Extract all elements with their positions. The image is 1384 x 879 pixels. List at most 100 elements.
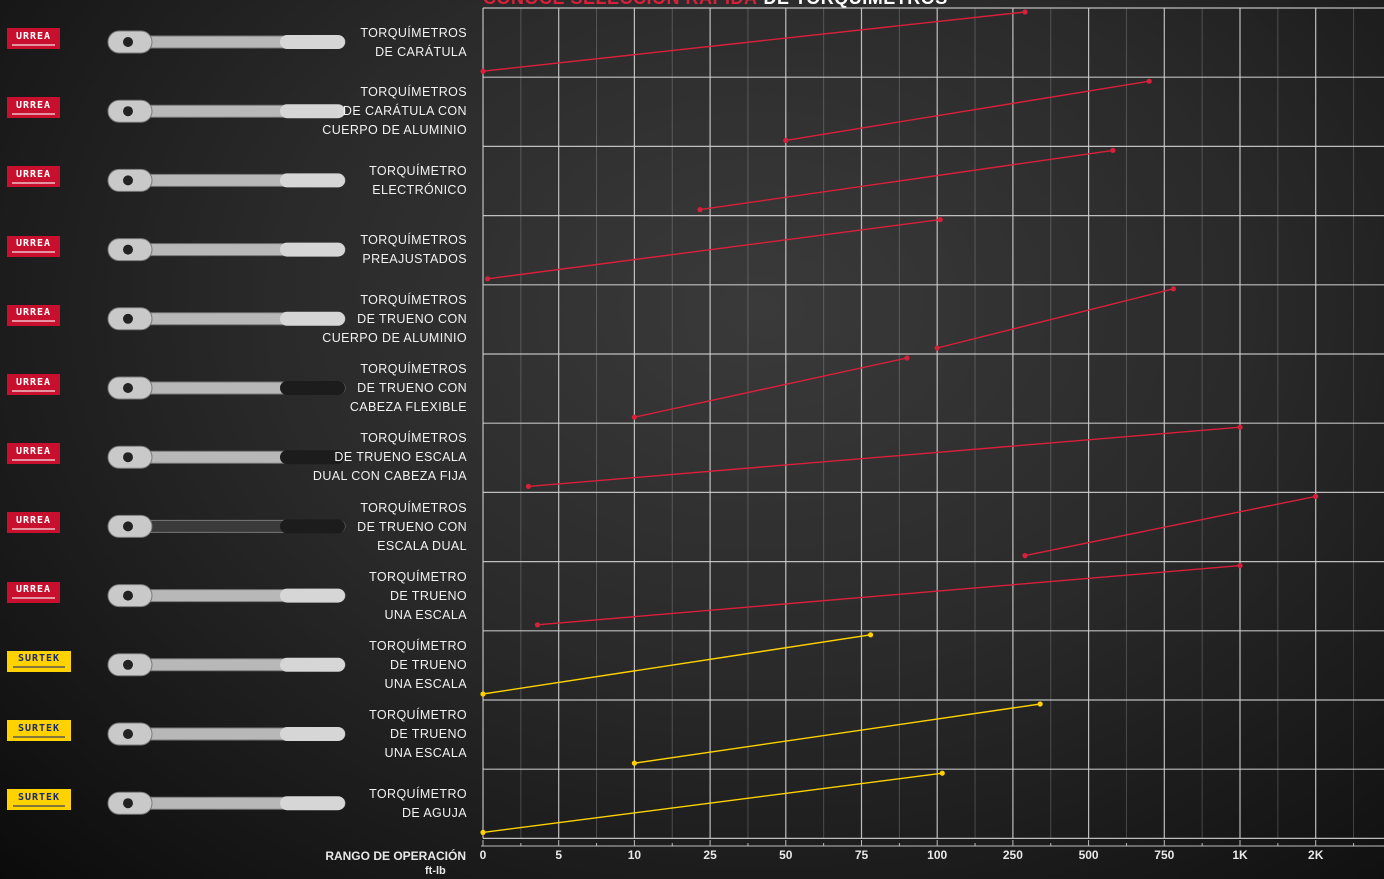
row-label-line: UNA ESCALA <box>384 607 467 622</box>
range-end-point <box>1237 424 1243 430</box>
row-label-line: PREAJUSTADOS <box>362 252 467 267</box>
row-label-line: DE TRUENO CON <box>357 519 467 534</box>
row-label-line: DE AGUJA <box>401 805 467 820</box>
range-end-point <box>1022 9 1028 15</box>
brand-tagline-bar <box>12 458 55 461</box>
torque-wrench-image <box>107 445 346 469</box>
range-end-point <box>1146 78 1152 84</box>
torque-wrench-image <box>107 584 346 608</box>
wrench-grip <box>280 104 345 119</box>
wrench-drive <box>123 521 133 532</box>
x-tick-label: 250 <box>1002 848 1023 862</box>
row-label: TORQUÍMETRO ELECTRÓNICO <box>369 162 467 200</box>
torque-wrench-image <box>107 307 346 331</box>
row-label-line: TORQUÍMETRO <box>369 569 467 584</box>
wrench-grip <box>280 311 345 326</box>
wrench-grip <box>280 242 345 257</box>
brand-tagline-bar <box>12 320 55 323</box>
row-label-line: TORQUÍMETROS <box>360 25 467 40</box>
brand-tagline-bar <box>13 735 65 738</box>
range-end-point <box>1313 493 1319 499</box>
range-end-point <box>1110 147 1116 153</box>
range-line <box>487 218 941 280</box>
brand-tagline-bar <box>13 804 65 807</box>
row-label: TORQUÍMETROS DE TRUENO ESCALA DUAL CON CAB… <box>313 429 467 486</box>
brand-logo-surtek: SURTEK <box>7 789 71 811</box>
brand-tagline-bar <box>12 527 55 530</box>
wrench-drive <box>123 452 133 463</box>
brand-name: URREA <box>15 514 52 526</box>
wrench-grip <box>280 657 345 672</box>
axis-label: RANGO DE OPERACIÓN <box>325 849 466 863</box>
range-end-point <box>937 217 943 223</box>
torque-wrench-image <box>107 168 346 192</box>
row-label-line: TORQUÍMETROS <box>360 362 467 377</box>
range-line <box>785 80 1150 142</box>
row-label-line: ESCALA DUAL <box>377 538 467 553</box>
wrench-drive <box>123 175 133 186</box>
row-label-line: DE TRUENO CON <box>357 311 467 326</box>
torque-wrench-image <box>107 99 346 123</box>
brand-logo-surtek: SURTEK <box>7 720 71 741</box>
row-label: TORQUÍMETRO DE TRUENO UNA ESCALA <box>369 637 467 694</box>
range-line <box>482 11 1026 72</box>
range-start-point <box>480 829 486 836</box>
brand-tagline-bar <box>12 251 55 254</box>
row-label: TORQUÍMETROS DE CARÁTULA <box>360 24 467 62</box>
brand-logo-urrea: URREA <box>7 28 60 49</box>
title-part-red: CONOCE SELECCIÓN RÁPIDA <box>483 0 758 8</box>
row-label-line: DE TRUENO <box>390 588 467 603</box>
range-line <box>634 703 1041 764</box>
range-end-point <box>904 355 910 361</box>
wrench-drive <box>123 798 133 809</box>
brand-logo-urrea: URREA <box>7 512 60 534</box>
row-label: TORQUÍMETROS DE CARÁTULA CON CUERPO DE ALU… <box>322 83 467 140</box>
x-tick-label: 50 <box>779 848 793 862</box>
brand-logo-surtek: SURTEK <box>7 650 71 672</box>
row-label-line: TORQUÍMETRO <box>369 786 467 801</box>
brand-logo-urrea: URREA <box>7 97 60 119</box>
row-label: TORQUÍMETROS PREAJUSTADOS <box>360 231 467 269</box>
brand-logo-urrea: URREA <box>7 581 60 603</box>
wrench-drive <box>123 37 133 47</box>
wrench-drive <box>123 729 133 739</box>
brand-name: URREA <box>15 445 52 457</box>
wrench-drive <box>123 313 133 324</box>
brand-name: URREA <box>15 376 52 388</box>
x-tick-label: 75 <box>854 848 869 862</box>
row-label: TORQUÍMETRO DE AGUJA <box>369 785 467 823</box>
range-end-point <box>1037 701 1043 707</box>
row-label-line: DE CARÁTULA <box>375 44 467 59</box>
x-tick-label: 10 <box>627 848 642 862</box>
wrench-grip <box>280 381 345 395</box>
wrench-drive <box>123 659 133 670</box>
brand-name: URREA <box>15 30 52 42</box>
range-line <box>699 149 1113 211</box>
range-end-point <box>939 770 945 776</box>
range-line <box>482 772 943 834</box>
row-label-line: UNA ESCALA <box>384 676 467 691</box>
row-label-line: CABEZA FLEXIBLE <box>349 400 467 415</box>
wrench-drive <box>123 244 133 255</box>
range-end-point <box>867 632 874 638</box>
x-tick-label: 5 <box>555 848 563 862</box>
wrench-grip <box>280 588 345 603</box>
torque-wrench-image <box>107 514 346 538</box>
x-tick-label: 750 <box>1154 848 1175 862</box>
range-start-point <box>484 276 491 282</box>
row-label-line: DE TRUENO ESCALA <box>334 450 467 465</box>
row-label-line: TORQUÍMETROS <box>360 431 467 446</box>
range-end-point <box>1237 563 1243 569</box>
range-end-point <box>1170 286 1176 292</box>
row-label-line: DE TRUENO <box>390 727 467 742</box>
torque-wrench-image <box>107 722 346 746</box>
brand-name: SURTEK <box>17 791 61 803</box>
brand-logo-urrea: URREA <box>7 443 60 465</box>
wrench-grip <box>280 796 345 811</box>
range-line <box>1024 495 1316 557</box>
range-start-point <box>534 622 541 628</box>
row-label-line: TORQUÍMETROS <box>360 233 467 248</box>
brand-tagline-bar <box>12 181 55 184</box>
range-start-point <box>697 207 703 213</box>
title-part-white: DE TORQUÍMETROS <box>764 0 948 8</box>
